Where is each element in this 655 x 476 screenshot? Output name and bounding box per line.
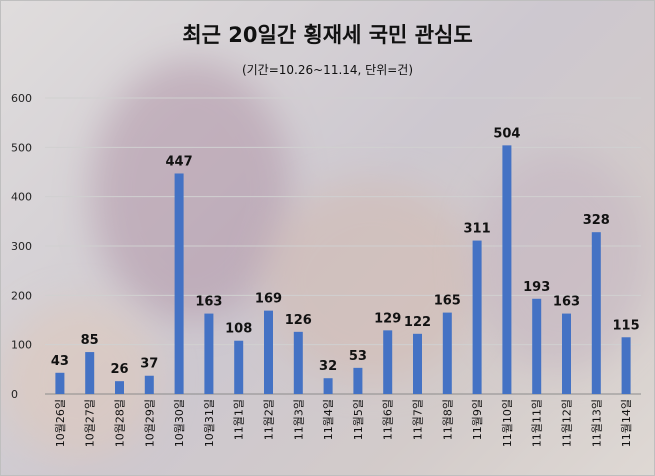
bar	[85, 352, 95, 394]
bar	[55, 372, 65, 394]
data-label: 169	[255, 292, 282, 307]
x-tick-label: 11월1일	[232, 399, 246, 440]
background-blob	[91, 61, 291, 321]
x-tick-label: 11월5일	[351, 399, 365, 440]
bar	[591, 232, 601, 394]
chart-subtitle: (기간=10.26~11.14, 단위=건)	[241, 63, 414, 77]
bar	[442, 312, 452, 394]
data-label: 311	[464, 222, 491, 237]
bar	[562, 313, 571, 394]
bar	[174, 173, 184, 394]
data-label: 122	[404, 315, 431, 330]
x-tick-label: 11월11일	[530, 399, 544, 447]
x-tick-label: 11월6일	[381, 399, 395, 440]
data-label: 43	[51, 354, 69, 369]
bar	[383, 330, 393, 394]
x-tick-label: 11월9일	[470, 399, 484, 440]
background-blob	[471, 151, 651, 371]
x-tick-label: 11월3일	[291, 399, 305, 440]
x-tick-label: 11월7일	[411, 399, 425, 440]
data-label: 447	[166, 154, 193, 169]
x-tick-label: 11월4일	[321, 399, 335, 440]
y-tick-label: 100	[11, 339, 32, 352]
y-tick-label: 200	[11, 289, 32, 302]
chart-title: 최근 20일간 횡재세 국민 관심도	[182, 23, 473, 47]
x-tick-label: 11월12일	[560, 399, 574, 447]
y-tick-label: 600	[11, 92, 32, 105]
x-tick-label: 11월14일	[619, 399, 633, 447]
data-label: 165	[434, 294, 461, 309]
x-tick-label: 10월30일	[172, 399, 186, 447]
bar	[323, 378, 333, 394]
bar	[532, 298, 542, 394]
y-tick-label: 300	[11, 240, 32, 253]
data-label: 163	[195, 295, 222, 310]
x-tick-label: 10월28일	[113, 399, 127, 447]
background-blob	[1, 301, 161, 461]
data-label: 193	[523, 280, 550, 295]
x-tick-label: 10월26일	[53, 399, 67, 447]
x-tick-label: 10월31일	[202, 399, 216, 447]
data-label: 32	[319, 359, 337, 374]
bar	[353, 367, 363, 394]
x-tick-label: 11월10일	[500, 399, 514, 447]
x-tick-label: 10월29일	[142, 399, 156, 447]
bar	[264, 310, 273, 394]
data-label: 37	[140, 357, 158, 372]
data-label: 163	[553, 295, 580, 310]
bar	[621, 337, 631, 394]
bar	[144, 375, 154, 394]
data-label: 85	[81, 333, 99, 348]
bar	[502, 145, 512, 394]
data-label: 53	[349, 349, 367, 364]
bar	[413, 333, 422, 394]
bar	[472, 240, 482, 394]
x-tick-label: 10월27일	[83, 399, 97, 447]
bar	[234, 340, 244, 394]
y-tick-label: 0	[11, 388, 18, 401]
data-label: 115	[613, 318, 640, 333]
y-tick-label: 400	[11, 191, 32, 204]
x-tick-label: 11월13일	[589, 399, 603, 447]
bar	[115, 381, 124, 394]
data-label: 108	[225, 322, 252, 337]
data-label: 328	[583, 213, 610, 228]
bar	[293, 331, 303, 394]
data-label: 504	[493, 126, 520, 141]
y-tick-label: 500	[11, 141, 32, 154]
data-label: 129	[374, 311, 401, 326]
bar	[204, 313, 214, 394]
data-label: 26	[110, 362, 128, 377]
x-tick-label: 11월8일	[440, 399, 454, 440]
data-label: 126	[285, 313, 312, 328]
x-tick-label: 11월2일	[262, 399, 276, 440]
